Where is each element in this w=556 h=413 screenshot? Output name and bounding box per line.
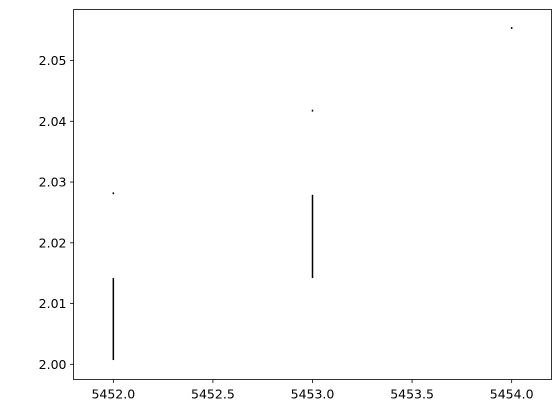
y-tick-label: 2.02 [39, 235, 67, 250]
y-tick-label: 2.03 [39, 175, 67, 190]
y-axis: 2.00 2.01 2.02 2.03 2.04 2.05 [39, 53, 74, 372]
x-axis: 5452.0 5452.5 5453.0 5453.5 5454.0 [91, 379, 534, 402]
y-tick-label: 2.05 [39, 53, 67, 68]
y-tick-label: 2.01 [39, 296, 67, 311]
x-tick-label: 5454.0 [490, 387, 534, 402]
x-tick-label: 5452.0 [91, 387, 135, 402]
x-tick-label: 5453.0 [291, 387, 335, 402]
data-segments [112, 27, 513, 361]
x-tick-label: 5453.5 [390, 387, 434, 402]
y-tick-label: 2.04 [39, 114, 67, 129]
plot-area [73, 9, 552, 380]
x-tick-label: 5452.5 [191, 387, 235, 402]
y-tick-label: 2.00 [39, 357, 67, 372]
